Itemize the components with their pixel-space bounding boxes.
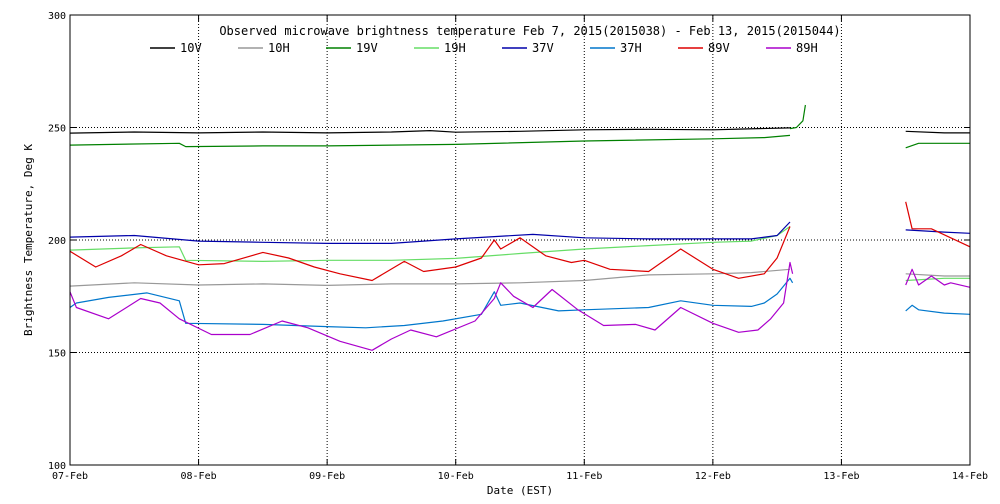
x-tick-label: 10-Feb bbox=[438, 471, 474, 482]
series-10v-line bbox=[69, 127, 970, 134]
series-89v-line bbox=[69, 201, 971, 282]
y-tick-label: 300 bbox=[48, 11, 66, 22]
x-tick-label: 14-Feb bbox=[952, 471, 988, 482]
series-lines bbox=[69, 104, 971, 351]
chart-title: Observed microwave brightness temperatur… bbox=[219, 24, 840, 38]
series-89v-segment bbox=[905, 201, 971, 248]
series-37v-segment bbox=[905, 229, 971, 234]
series-10h-segment bbox=[905, 273, 970, 277]
y-tick-label: 250 bbox=[48, 124, 66, 135]
series-37h-segment bbox=[69, 277, 794, 329]
x-tick-label: 07-Feb bbox=[52, 471, 88, 482]
series-89v-segment bbox=[69, 226, 791, 282]
legend-label-89h: 89H bbox=[796, 41, 818, 55]
legend-label-10h: 10H bbox=[268, 41, 290, 55]
series-19h-segment bbox=[905, 277, 970, 282]
legend-label-89v: 89V bbox=[708, 41, 730, 55]
axis-ticks: 07-Feb 08-Feb 09-Feb 10-Feb 11-Feb 12-Feb 13-F… bbox=[48, 11, 988, 482]
y-tick-label: 100 bbox=[48, 461, 66, 472]
y-axis-label: Brightness Temperature, Deg K bbox=[22, 144, 35, 336]
legend-label-19v: 19V bbox=[356, 41, 378, 55]
legend-label-19h: 19H bbox=[444, 41, 466, 55]
series-89h-segment bbox=[69, 261, 794, 351]
series-19h-line bbox=[69, 226, 970, 282]
series-19v-segment bbox=[69, 134, 791, 148]
y-tick-label: 150 bbox=[48, 349, 66, 360]
series-19v-segment bbox=[789, 104, 806, 130]
series-19h-segment bbox=[69, 226, 791, 262]
series-89h-segment bbox=[905, 268, 971, 288]
series-10h-segment bbox=[69, 268, 791, 287]
legend-label-37h: 37H bbox=[620, 41, 642, 55]
legend: 10V 10H 19V 19H 37V 37H 89V 89H bbox=[150, 41, 818, 55]
series-37h-segment bbox=[905, 304, 971, 315]
x-tick-label: 09-Feb bbox=[309, 471, 345, 482]
series-19v-segment bbox=[905, 142, 970, 149]
series-10v-segment bbox=[905, 130, 970, 134]
series-37v-segment bbox=[69, 221, 791, 244]
x-tick-label: 12-Feb bbox=[695, 471, 731, 482]
x-tick-label: 11-Feb bbox=[566, 471, 602, 482]
series-37h-line bbox=[69, 277, 971, 329]
x-tick-label: 13-Feb bbox=[823, 471, 859, 482]
legend-label-10v: 10V bbox=[180, 41, 202, 55]
x-axis-label: Date (EST) bbox=[487, 484, 553, 497]
grid-lines bbox=[70, 15, 970, 465]
legend-label-37v: 37V bbox=[532, 41, 554, 55]
series-10v-segment bbox=[69, 127, 791, 134]
x-tick-label: 08-Feb bbox=[181, 471, 217, 482]
series-37v-line bbox=[69, 221, 971, 244]
series-19v-line bbox=[69, 104, 970, 149]
y-tick-label: 200 bbox=[48, 236, 66, 247]
series-10h-line bbox=[69, 268, 970, 287]
series-89h-line bbox=[69, 261, 971, 351]
